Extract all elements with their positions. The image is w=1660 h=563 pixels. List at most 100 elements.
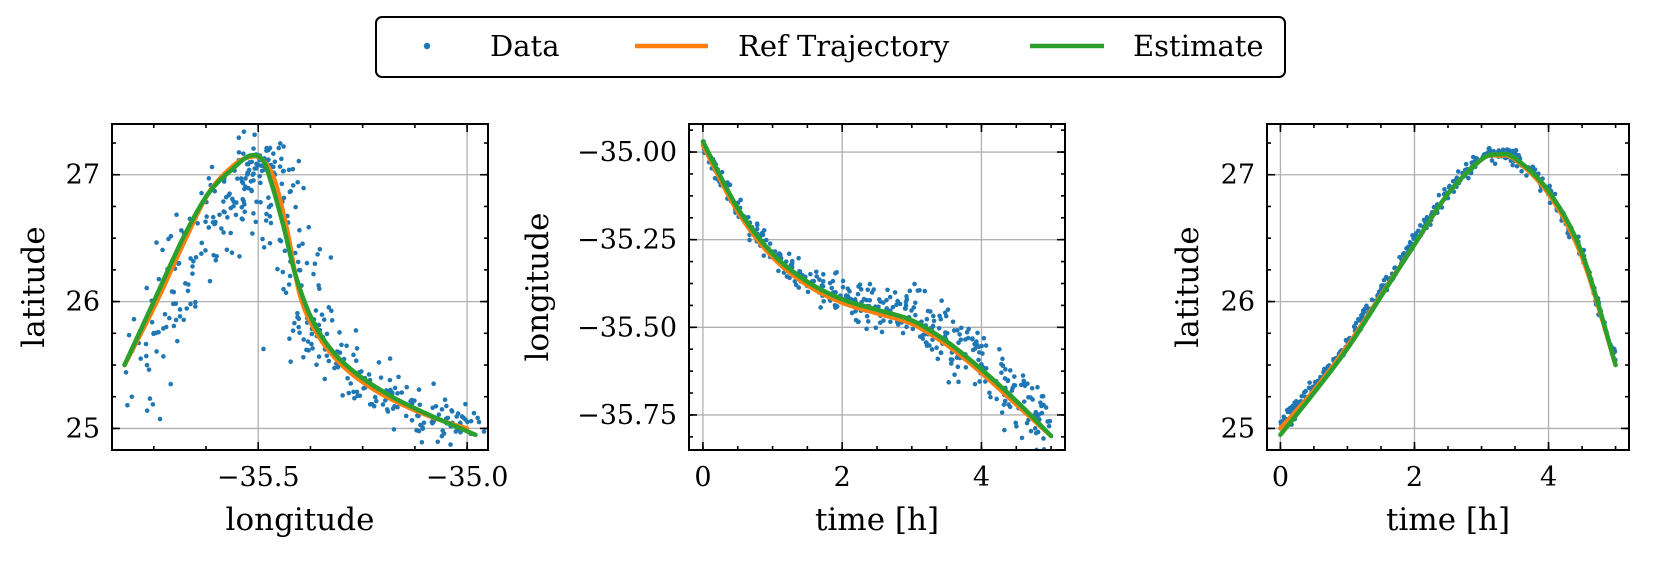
axes-frame — [688, 123, 1066, 451]
data-point — [1463, 161, 1469, 167]
data-point — [321, 317, 327, 322]
y-tick-label: −35.75 — [577, 400, 677, 431]
ref-trajectory-line — [700, 142, 1054, 439]
data-point — [378, 375, 384, 380]
x-tick-label: −35.0 — [426, 462, 509, 493]
data-point — [1005, 378, 1011, 384]
data-point — [388, 387, 393, 393]
data-point — [206, 225, 212, 230]
data-point — [374, 398, 379, 404]
data-point — [144, 285, 150, 291]
data-point — [924, 316, 930, 322]
data-point — [395, 391, 400, 396]
data-point — [147, 396, 153, 401]
data-point — [246, 185, 251, 191]
data-point — [372, 394, 378, 400]
data-point — [943, 330, 948, 335]
data-point — [840, 284, 846, 290]
data-point — [376, 360, 382, 365]
data-point — [1514, 163, 1520, 169]
x-tick-label: −35.5 — [217, 462, 300, 493]
data-point — [268, 202, 274, 208]
data-point — [444, 403, 449, 409]
data-point — [761, 228, 767, 233]
data-point — [387, 377, 393, 383]
data-point — [354, 346, 360, 351]
data-point — [231, 199, 236, 204]
data-point — [233, 212, 239, 218]
data-point — [869, 290, 875, 295]
data-point — [236, 135, 242, 140]
data-point — [213, 219, 218, 225]
data-point — [267, 240, 273, 246]
data-point — [214, 253, 219, 259]
data-point — [288, 359, 293, 364]
data-point — [1486, 146, 1492, 152]
data-point — [175, 338, 180, 344]
data-point — [304, 347, 309, 353]
data-point — [1362, 309, 1367, 314]
data-point — [431, 381, 436, 387]
data-point — [282, 248, 288, 254]
data-point — [174, 212, 179, 218]
data-point — [974, 342, 980, 348]
data-point — [229, 250, 235, 256]
panel-time-lon: 0 2 4 −35.00 −35.25 −35.50 −35.75 time [h] lon… — [520, 123, 1066, 538]
data-point — [149, 319, 155, 325]
data-point — [1033, 409, 1039, 415]
data-point — [787, 275, 792, 281]
data-point — [853, 308, 858, 314]
data-point — [797, 268, 802, 274]
data-point — [245, 171, 250, 176]
data-point — [162, 311, 168, 317]
data-point — [219, 226, 224, 231]
data-point — [887, 294, 893, 300]
data-point — [982, 379, 988, 384]
data-point — [820, 283, 826, 289]
data-point — [864, 297, 869, 303]
data-point — [1413, 233, 1418, 238]
data-point — [894, 302, 899, 308]
data-point — [252, 166, 258, 171]
data-point — [387, 356, 393, 361]
data-point — [957, 332, 962, 337]
data-point — [264, 211, 269, 217]
data-point — [416, 428, 422, 434]
data-point — [936, 325, 942, 331]
data-point — [280, 269, 286, 275]
data-point — [168, 381, 174, 387]
data-point — [935, 356, 941, 362]
data-point — [283, 290, 289, 296]
data-point — [251, 171, 256, 177]
data-point — [311, 271, 316, 277]
data-point — [312, 261, 318, 267]
x-tick-label: 4 — [1540, 462, 1557, 493]
data-point — [277, 164, 283, 169]
data-point — [983, 366, 989, 371]
data-point — [1002, 427, 1007, 433]
data-point — [864, 313, 870, 319]
data-point — [829, 285, 835, 291]
data-point — [1343, 337, 1349, 343]
data-point — [359, 369, 364, 374]
plot-area — [1278, 145, 1618, 438]
data-point — [306, 224, 312, 230]
data-point — [396, 374, 401, 380]
data-point — [430, 421, 435, 426]
data-point — [902, 306, 908, 311]
data-point — [888, 319, 893, 325]
data-point — [420, 426, 426, 432]
data-point — [945, 307, 951, 312]
data-point — [1353, 320, 1359, 326]
legend-label-ref: Ref Trajectory — [738, 29, 950, 63]
data-point — [300, 241, 305, 247]
data-point — [946, 380, 952, 385]
y-tick-label: 25 — [66, 413, 100, 444]
legend-frame — [375, 16, 1286, 78]
data-point — [188, 301, 193, 307]
data-point — [449, 409, 455, 414]
plot-area — [122, 129, 487, 447]
data-point — [468, 418, 474, 424]
data-point — [855, 291, 861, 297]
